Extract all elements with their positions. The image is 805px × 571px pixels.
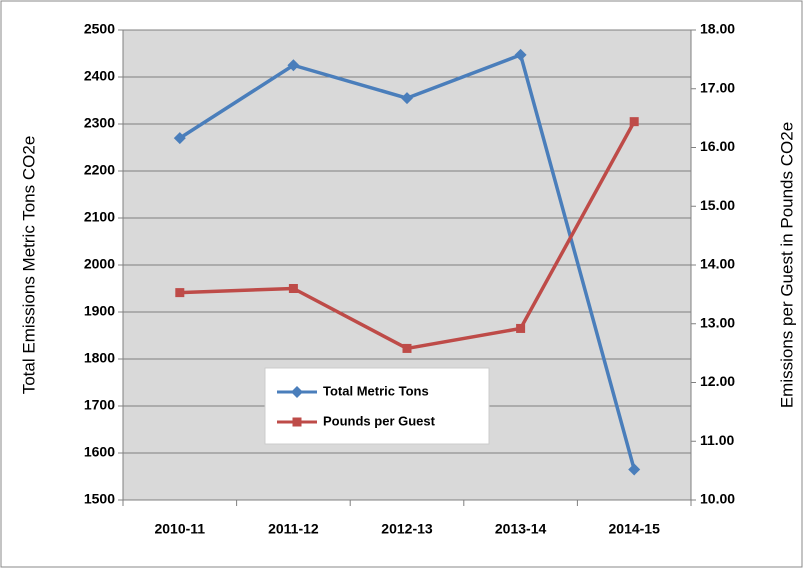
y2-tick-label: 14.00 bbox=[700, 256, 735, 272]
y-tick-label: 1700 bbox=[84, 397, 115, 413]
y-tick-label: 2500 bbox=[84, 21, 115, 37]
x-tick-label: 2014-15 bbox=[609, 521, 661, 537]
y-tick-label: 2300 bbox=[84, 115, 115, 131]
y-tick-label: 1800 bbox=[84, 350, 115, 366]
y-axis-title: Total Emissions Metric Tons CO2e bbox=[19, 136, 38, 395]
marker bbox=[516, 323, 526, 333]
marker bbox=[629, 117, 639, 127]
marker bbox=[173, 132, 186, 145]
y2-tick-label: 13.00 bbox=[700, 314, 735, 330]
marker bbox=[291, 386, 303, 398]
marker bbox=[402, 343, 412, 353]
y2-tick-label: 17.00 bbox=[700, 79, 735, 95]
marker bbox=[288, 284, 298, 293]
y2-tick-label: 16.00 bbox=[700, 138, 735, 154]
y-tick-label: 1600 bbox=[84, 444, 115, 460]
marker bbox=[514, 48, 527, 61]
x-tick-label: 2011-12 bbox=[268, 521, 319, 537]
x-tick-label: 2013-14 bbox=[495, 521, 547, 537]
y2-tick-label: 11.00 bbox=[700, 432, 734, 448]
marker bbox=[292, 417, 302, 427]
y2-tick-label: 12.00 bbox=[700, 373, 735, 389]
y-tick-label: 1900 bbox=[84, 303, 115, 319]
marker bbox=[175, 288, 185, 298]
y-tick-label: 1500 bbox=[84, 491, 115, 507]
x-tick-label: 2010-11 bbox=[154, 521, 205, 537]
y2-axis-title: Emissions per Guest in Pounds CO2e bbox=[777, 122, 796, 408]
y2-tick-label: 18.00 bbox=[700, 21, 735, 37]
legend-box bbox=[264, 367, 490, 445]
marker bbox=[628, 463, 641, 476]
legend-label: Total Metric Tons bbox=[323, 383, 429, 398]
y-tick-label: 2000 bbox=[84, 256, 115, 272]
y-tick-label: 2100 bbox=[84, 209, 115, 225]
y2-tick-label: 10.00 bbox=[700, 491, 735, 507]
y-tick-label: 2400 bbox=[84, 68, 115, 84]
y2-tick-label: 15.00 bbox=[700, 197, 735, 213]
x-tick-label: 2012-13 bbox=[381, 521, 433, 537]
marker bbox=[401, 92, 413, 105]
marker bbox=[287, 59, 300, 72]
legend-label: Pounds per Guest bbox=[323, 413, 436, 428]
y-tick-label: 2200 bbox=[84, 162, 115, 178]
